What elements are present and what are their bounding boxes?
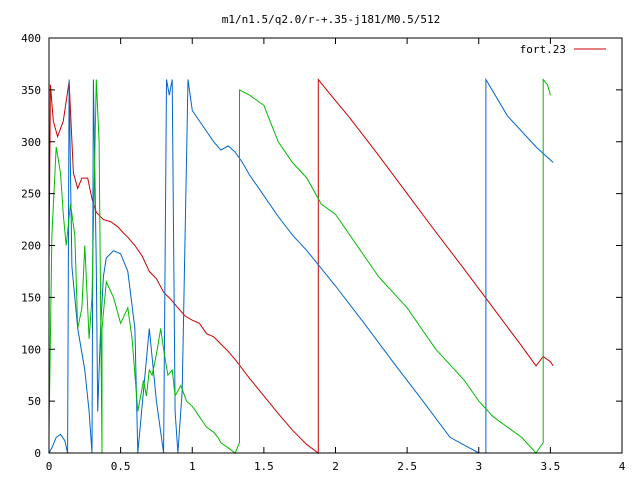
y-tick-label: 400 [21, 32, 41, 45]
x-tick-label: 1.5 [254, 460, 274, 473]
x-tick-label: 0.5 [111, 460, 131, 473]
series-1-line [48, 78, 554, 454]
y-tick-label: 200 [21, 240, 41, 253]
series-layer [48, 77, 554, 454]
x-tick-label: 1 [189, 460, 196, 473]
y-tick-label: 300 [21, 136, 41, 149]
y-tick-label: 250 [21, 188, 41, 201]
x-tick-label: 0 [46, 460, 53, 473]
ticks-layer: 0 0.5 1 1.5 2 2.5 3 3.5 4 0 50 100 150 200 250 300 350 40… [21, 32, 626, 473]
y-tick-label: 150 [21, 291, 41, 304]
x-tick-label: 3 [475, 460, 482, 473]
x-tick-label: 2.5 [397, 460, 417, 473]
y-tick-label: 100 [21, 343, 41, 356]
chart-title: m1/n1.5/q2.0/r-+.35-j181/M0.5/512 [222, 13, 441, 26]
y-tick-label: 0 [34, 447, 41, 460]
x-tick-label: 2 [332, 460, 339, 473]
y-tick-label: 350 [21, 84, 41, 97]
y-tick-label: 50 [28, 395, 41, 408]
chart-legend: fort.23 [520, 43, 606, 56]
series-3-line [48, 78, 551, 454]
legend-label: fort.23 [520, 43, 566, 56]
x-tick-label: 3.5 [540, 460, 560, 473]
x-tick-label: 4 [619, 460, 626, 473]
series-2-line [48, 77, 554, 454]
